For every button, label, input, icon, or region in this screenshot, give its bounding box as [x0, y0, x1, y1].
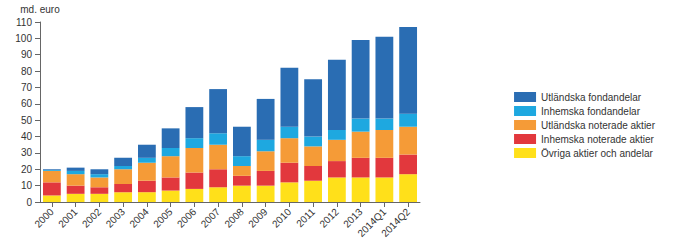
svg-text:Utländska noterade aktier: Utländska noterade aktier — [541, 120, 656, 131]
svg-text:20: 20 — [21, 164, 33, 175]
svg-text:2005: 2005 — [151, 206, 175, 230]
svg-text:2007: 2007 — [199, 206, 223, 230]
svg-text:60: 60 — [21, 98, 33, 109]
svg-text:70: 70 — [21, 82, 33, 93]
svg-text:2014Q1: 2014Q1 — [355, 206, 389, 239]
svg-text:10: 10 — [21, 180, 33, 191]
svg-text:2009: 2009 — [246, 206, 270, 230]
svg-text:2010: 2010 — [270, 206, 294, 230]
svg-text:md. euro: md. euro — [20, 4, 60, 15]
svg-text:2000: 2000 — [32, 206, 56, 230]
svg-text:2004: 2004 — [127, 206, 151, 230]
svg-text:2011: 2011 — [294, 206, 317, 229]
svg-text:2001: 2001 — [56, 206, 80, 230]
svg-text:2002: 2002 — [80, 206, 104, 230]
svg-text:2013: 2013 — [341, 206, 365, 230]
svg-text:30: 30 — [21, 147, 33, 158]
svg-text:2014Q2: 2014Q2 — [379, 206, 412, 239]
svg-text:Utländska fondandelar: Utländska fondandelar — [541, 92, 642, 103]
svg-text:Inhemska fondandelar: Inhemska fondandelar — [541, 106, 641, 117]
svg-text:2012: 2012 — [317, 206, 341, 230]
svg-text:50: 50 — [21, 115, 33, 126]
svg-text:110: 110 — [16, 17, 32, 28]
svg-text:90: 90 — [21, 49, 33, 60]
svg-text:80: 80 — [21, 66, 33, 77]
svg-text:100: 100 — [15, 33, 32, 44]
svg-text:2006: 2006 — [175, 206, 199, 230]
svg-text:0: 0 — [26, 197, 32, 208]
svg-text:Övriga aktier och andelar: Övriga aktier och andelar — [541, 148, 653, 159]
svg-text:2008: 2008 — [222, 206, 246, 230]
svg-text:2003: 2003 — [104, 206, 128, 230]
svg-text:Inhemska noterade aktier: Inhemska noterade aktier — [541, 134, 655, 145]
svg-text:40: 40 — [21, 131, 33, 142]
